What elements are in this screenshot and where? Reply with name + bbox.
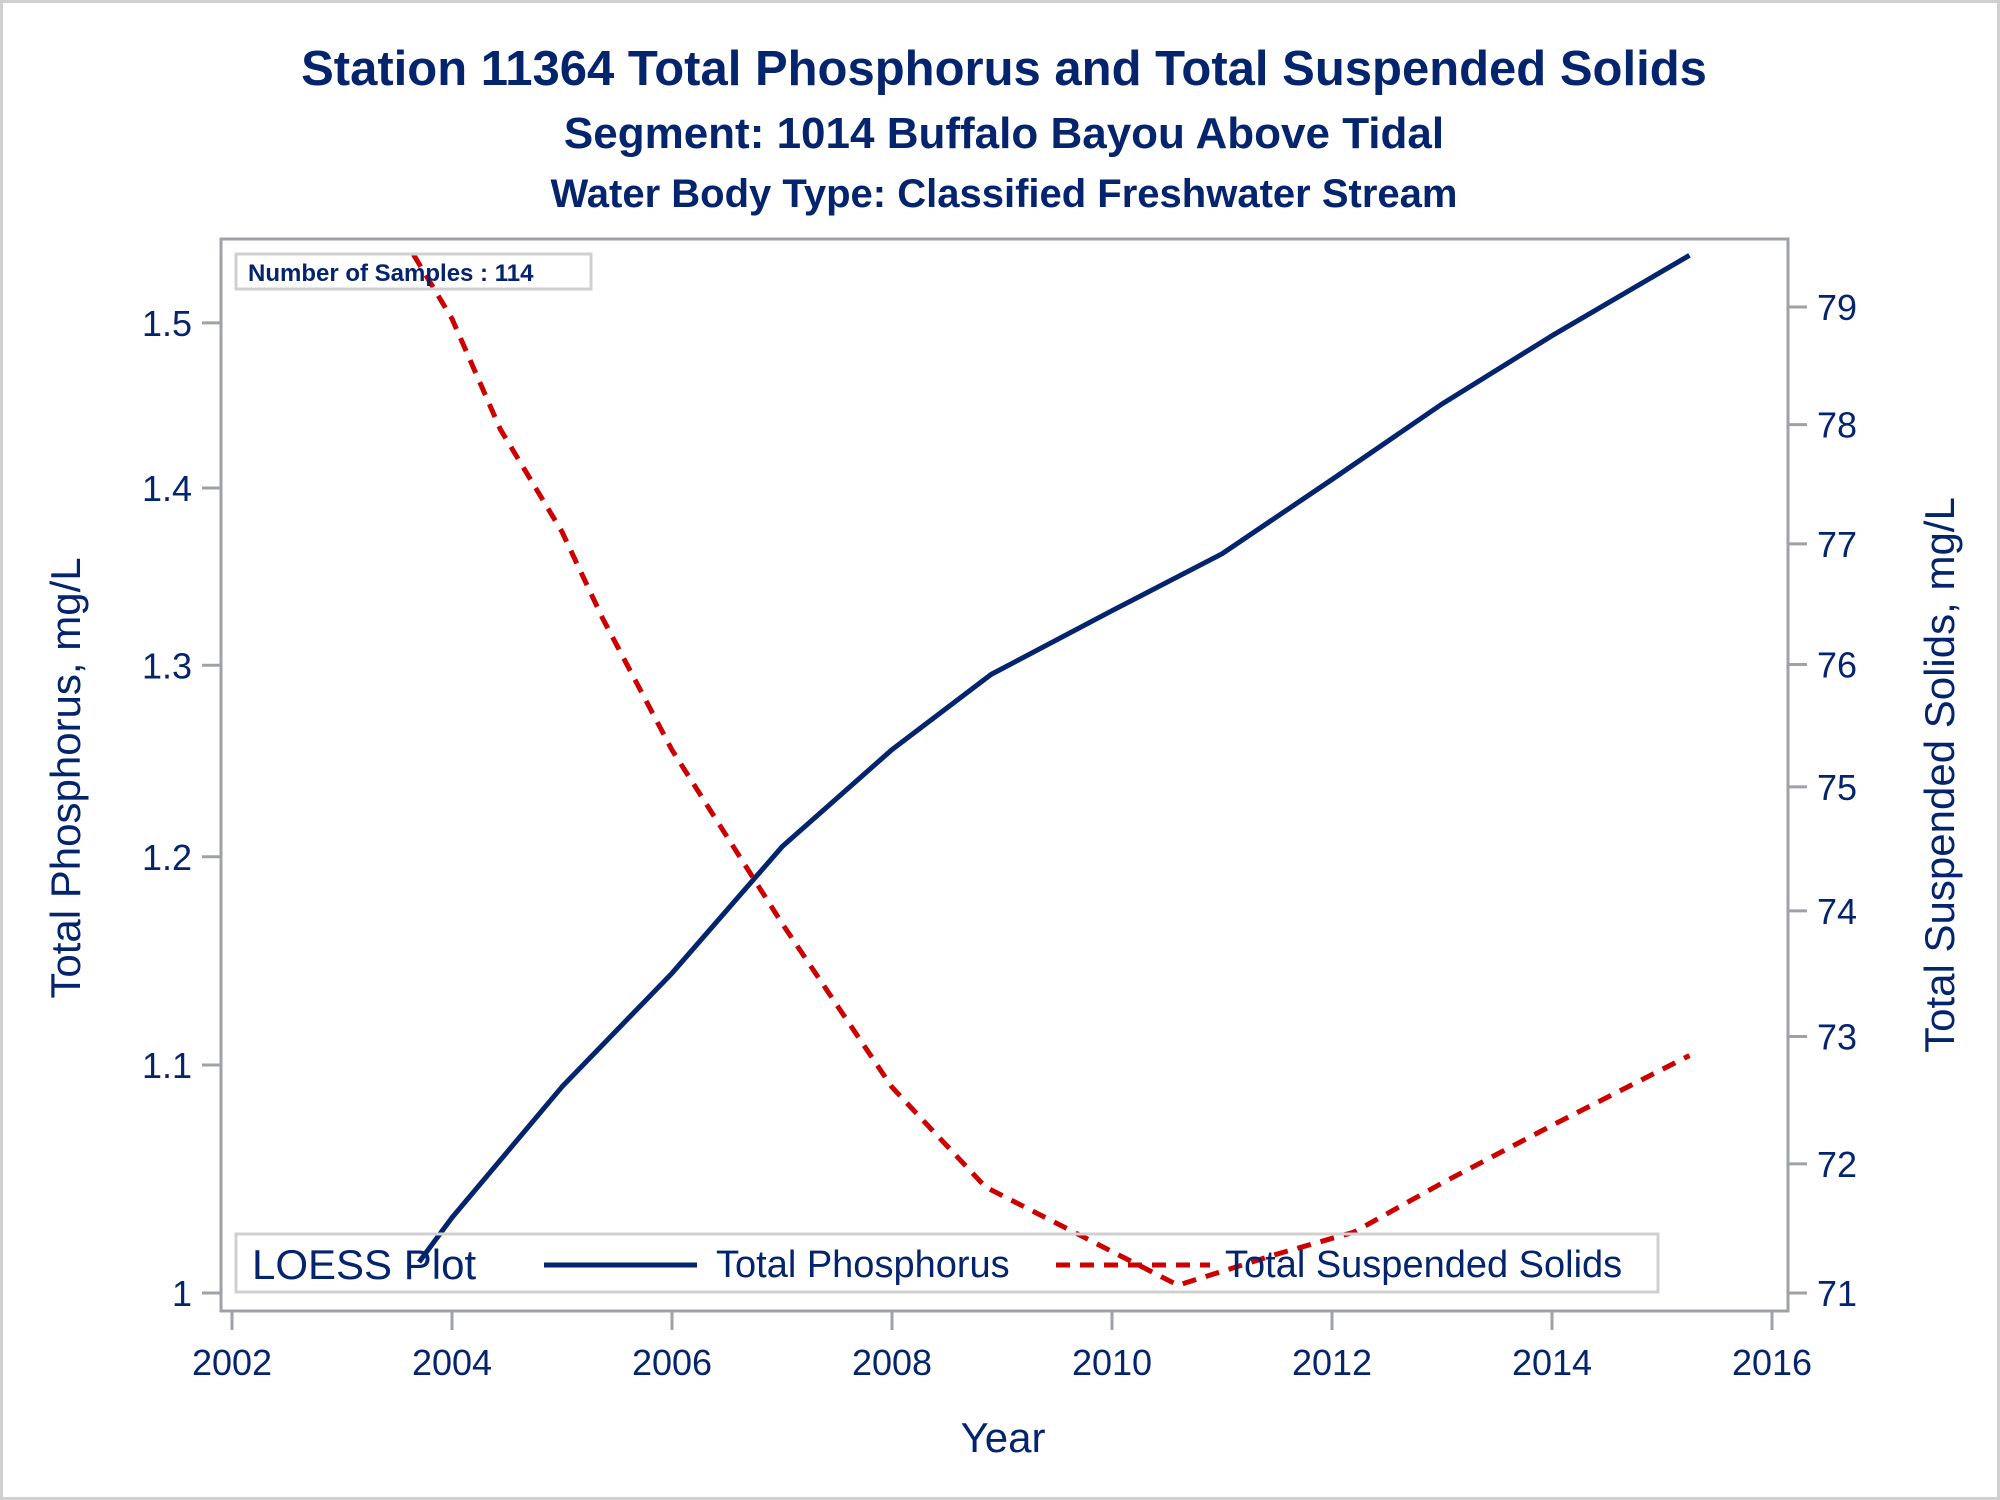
x-tick-label: 2014 (1512, 1342, 1592, 1383)
y2-tick-label: 73 (1817, 1016, 1857, 1057)
x-tick-label: 2002 (192, 1342, 272, 1383)
y2-tick-label: 76 (1817, 645, 1857, 686)
sample-count-annotation: Number of Samples : 114 (234, 252, 593, 291)
x-tick-label: 2010 (1072, 1342, 1152, 1383)
y2-tick-label: 72 (1817, 1144, 1857, 1185)
x-axis: 2002 2004 2006 2008 2010 2012 2014 2016 (192, 1312, 1812, 1383)
chart-title: Station 11364 Total Phosphorus and Total… (301, 42, 1707, 96)
y-tick-label: 1.2 (142, 837, 192, 878)
legend-label-total-suspended-solids: Total Suspended Solids (1225, 1244, 1622, 1286)
y2-tick-label: 74 (1817, 891, 1857, 932)
y2-tick-label: 75 (1817, 767, 1857, 808)
y2-axis-label: Total Suspended Solids, mg/L (1916, 497, 1963, 1053)
legend-title: LOESS Plot (252, 1241, 476, 1288)
x-tick-label: 2008 (852, 1342, 932, 1383)
chart-subtitle-2: Water Body Type: Classified Freshwater S… (551, 172, 1458, 216)
y-tick-label: 1.1 (142, 1045, 192, 1086)
y2-tick-label: 78 (1817, 405, 1857, 446)
y-tick-label: 1.5 (142, 303, 192, 344)
legend-label-total-phosphorus: Total Phosphorus (716, 1244, 1010, 1286)
y-tick-label: 1 (172, 1273, 192, 1314)
y2-tick-label: 71 (1817, 1273, 1857, 1314)
x-tick-label: 2004 (412, 1342, 492, 1383)
y2-tick-label: 77 (1817, 524, 1857, 565)
y-tick-label: 1.4 (142, 468, 192, 509)
series-line-total-suspended-solids (411, 253, 1691, 1288)
annotation-box (234, 252, 593, 291)
series-line-total-phosphorus (416, 253, 1691, 1264)
annotation-text: Number of Samples : 114 (248, 260, 534, 287)
x-tick-label: 2012 (1292, 1342, 1372, 1383)
y-axis-right: 71 72 73 74 75 76 77 78 79 (1789, 287, 1857, 1314)
series-layer (411, 253, 1691, 1288)
x-tick-label: 2016 (1732, 1342, 1812, 1383)
x-axis-label: Year (961, 1414, 1046, 1461)
x-tick-label: 2006 (632, 1342, 712, 1383)
legend-box (234, 1232, 1660, 1294)
legend: LOESS Plot Total Phosphorus Total Suspen… (234, 1232, 1660, 1294)
plot-frame (219, 237, 1790, 1313)
y-axis-left: 1 1.1 1.2 1.3 1.4 1.5 (142, 303, 220, 1314)
y-tick-label: 1.3 (142, 645, 192, 686)
chart-subtitle: Segment: 1014 Buffalo Bayou Above Tidal (564, 109, 1444, 158)
y2-tick-label: 79 (1817, 287, 1857, 328)
y-axis-label: Total Phosphorus, mg/L (42, 557, 89, 998)
